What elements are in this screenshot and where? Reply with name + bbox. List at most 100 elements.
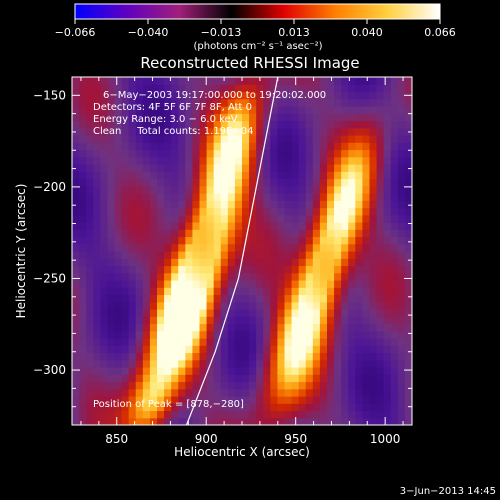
heatmap-cell	[206, 91, 215, 100]
heatmap-cell	[149, 367, 158, 375]
heatmap-cell	[100, 178, 109, 187]
heatmap-cell	[390, 135, 399, 143]
heatmap-cell	[312, 243, 321, 252]
heatmap-cell	[291, 323, 300, 332]
heatmap-cell	[305, 98, 314, 107]
heatmap-cell	[149, 417, 158, 425]
heatmap-cell	[121, 193, 130, 201]
heatmap-cell	[334, 294, 342, 303]
heatmap-cell	[72, 410, 80, 419]
heatmap-cell	[149, 222, 158, 230]
heatmap-cell	[149, 403, 158, 412]
heatmap-cell	[369, 171, 378, 180]
heatmap-cell	[397, 243, 406, 252]
heatmap-cell	[305, 280, 314, 288]
heatmap-cell	[107, 251, 116, 259]
heatmap-cell	[213, 381, 222, 390]
heatmap-cell	[192, 352, 201, 361]
heatmap-cell	[334, 251, 342, 259]
heatmap-cell	[362, 142, 371, 151]
heatmap-cell	[249, 280, 257, 288]
heatmap-cell	[135, 251, 144, 259]
heatmap-cell	[114, 207, 123, 216]
heatmap-cell	[121, 149, 130, 158]
heatmap-cell	[234, 410, 243, 419]
heatmap-cell	[86, 243, 94, 252]
heatmap-cell	[369, 367, 378, 375]
heatmap-cell	[142, 345, 151, 354]
heatmap-cell	[263, 301, 271, 310]
heatmap-cell	[369, 164, 378, 172]
heatmap-cell	[383, 149, 392, 158]
heatmap-cell	[213, 388, 222, 397]
heatmap-cell	[149, 410, 158, 419]
heatmap-cell	[135, 222, 144, 230]
heatmap-cell	[242, 113, 250, 122]
heatmap-cell	[383, 229, 392, 238]
heatmap-cell	[369, 396, 378, 404]
heatmap-cell	[149, 352, 158, 361]
heatmap-cell	[249, 301, 257, 310]
heatmap-cell	[298, 106, 307, 114]
heatmap-cell	[362, 410, 371, 419]
heatmap-cell	[404, 113, 412, 122]
heatmap-cell	[319, 359, 328, 368]
heatmap-cell	[93, 359, 101, 368]
heatmap-cell	[220, 120, 229, 129]
heatmap-cell	[291, 280, 300, 288]
heatmap-cell	[312, 301, 321, 310]
heatmap-cell	[369, 352, 378, 361]
heatmap-cell	[171, 229, 179, 238]
heatmap-cell	[142, 309, 151, 317]
heatmap-cell	[149, 229, 158, 238]
heatmap-cell	[128, 127, 137, 136]
heatmap-cell	[291, 207, 300, 216]
heatmap-cell	[213, 178, 222, 187]
heatmap-cell	[305, 309, 314, 317]
heatmap-cell	[121, 272, 130, 281]
heatmap-cell	[149, 258, 158, 267]
x-tick-label: 950	[284, 432, 307, 446]
heatmap-cell	[149, 185, 158, 194]
heatmap-cell	[185, 106, 194, 114]
heatmap-cell	[242, 164, 250, 172]
heatmap-cell	[149, 272, 158, 281]
heatmap-cell	[348, 185, 356, 194]
heatmap-cell	[397, 352, 406, 361]
heatmap-cell	[79, 84, 87, 93]
heatmap-cell	[220, 207, 229, 216]
heatmap-cell	[256, 149, 264, 158]
heatmap-cell	[79, 236, 87, 245]
heatmap-cell	[100, 265, 109, 274]
heatmap-cell	[397, 251, 406, 259]
heatmap-cell	[256, 280, 264, 288]
heatmap-cell	[213, 106, 222, 114]
heatmap-cell	[100, 410, 109, 419]
heatmap-cell	[390, 417, 399, 425]
heatmap-cell	[319, 243, 328, 252]
heatmap-cell	[327, 222, 335, 230]
heatmap-cell	[404, 120, 412, 129]
heatmap-cell	[199, 91, 208, 100]
heatmap-cell	[284, 214, 293, 223]
heatmap-cell	[319, 280, 328, 288]
heatmap-cell	[291, 156, 300, 165]
heatmap-cell	[86, 410, 94, 419]
heatmap-cell	[199, 345, 208, 354]
heatmap-cell	[107, 417, 116, 425]
heatmap-cell	[270, 323, 279, 332]
heatmap-cell	[362, 113, 371, 122]
heatmap-cell	[227, 316, 236, 325]
heatmap-cell	[220, 258, 229, 267]
heatmap-cell	[284, 287, 293, 296]
heatmap-cell	[107, 120, 116, 129]
heatmap-cell	[93, 287, 101, 296]
heatmap-cell	[171, 135, 179, 143]
heatmap-cell	[234, 98, 243, 107]
heatmap-cell	[305, 120, 314, 129]
heatmap-cell	[227, 149, 236, 158]
heatmap-cell	[206, 178, 215, 187]
heatmap-cell	[164, 359, 172, 368]
heatmap-cell	[334, 149, 342, 158]
heatmap-cell	[107, 207, 116, 216]
